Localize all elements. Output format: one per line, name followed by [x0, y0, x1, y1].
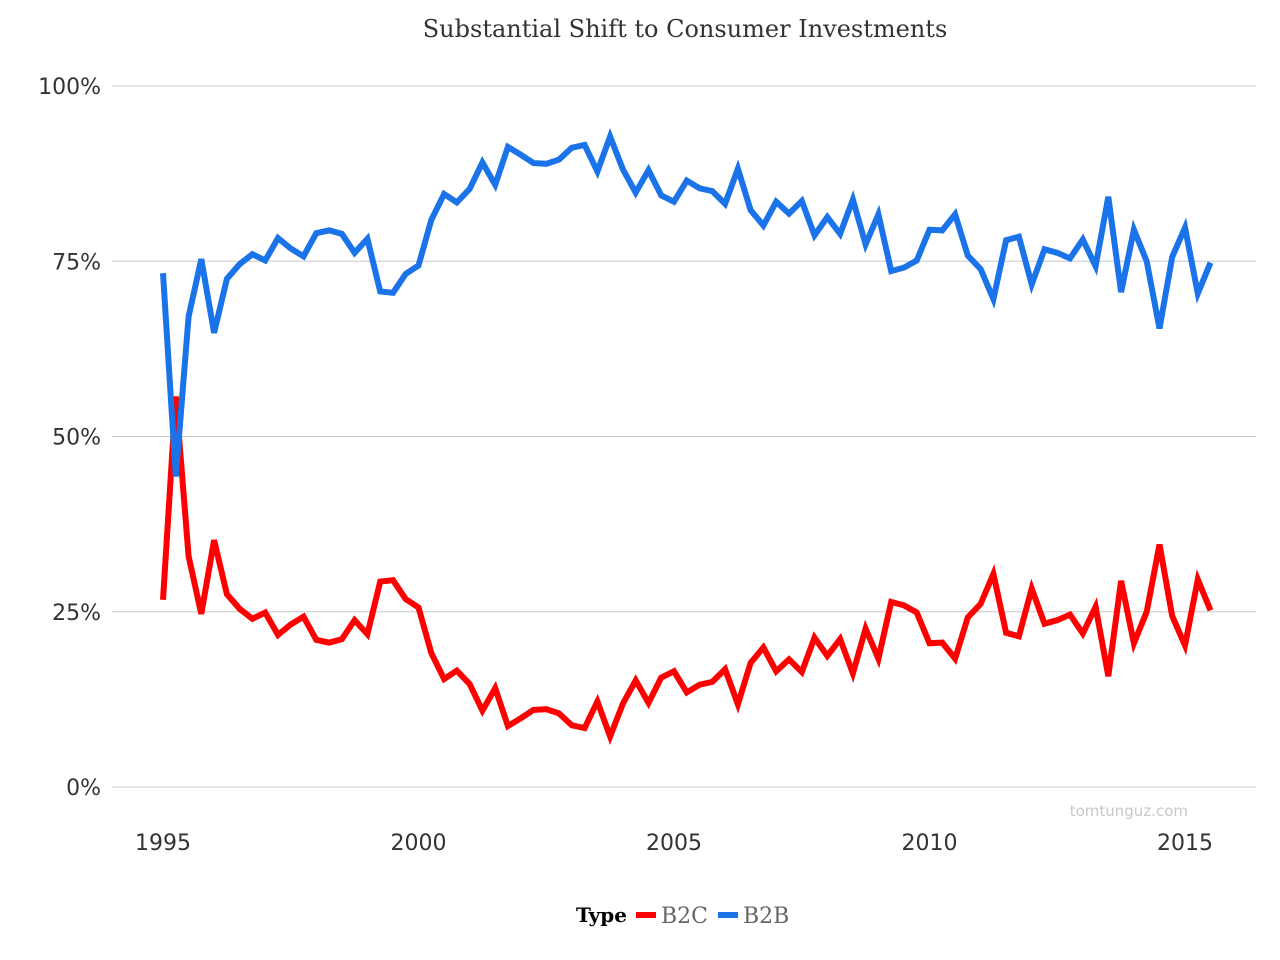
y-tick-label: 0% — [66, 776, 101, 801]
y-tick-label: 100% — [38, 75, 101, 100]
y-tick-label: 25% — [52, 601, 101, 626]
legend-label-b2b: B2B — [743, 904, 789, 929]
chart-title: Substantial Shift to Consumer Investment… — [423, 15, 948, 43]
legend-title: Type — [576, 903, 627, 927]
y-tick-label: 75% — [52, 250, 101, 275]
series-line-b2c — [160, 396, 1214, 746]
x-tick-label: 2005 — [646, 831, 702, 856]
series-lines — [160, 127, 1214, 746]
legend: Type B2C B2B — [576, 903, 789, 929]
x-tick-label: 2015 — [1157, 831, 1213, 856]
x-axis-ticks: 1995 2000 2005 2010 2015 — [135, 831, 1213, 856]
gridlines — [112, 85, 1256, 788]
legend-label-b2c: B2C — [661, 904, 708, 929]
x-tick-label: 2010 — [902, 831, 958, 856]
y-axis-ticks: 0% 25% 50% 75% 100% — [38, 75, 101, 801]
x-tick-label: 1995 — [135, 831, 191, 856]
watermark: tomtunguz.com — [1070, 802, 1188, 820]
y-tick-label: 50% — [52, 426, 101, 451]
x-tick-label: 2000 — [391, 831, 447, 856]
series-line-b2b — [160, 127, 1214, 477]
